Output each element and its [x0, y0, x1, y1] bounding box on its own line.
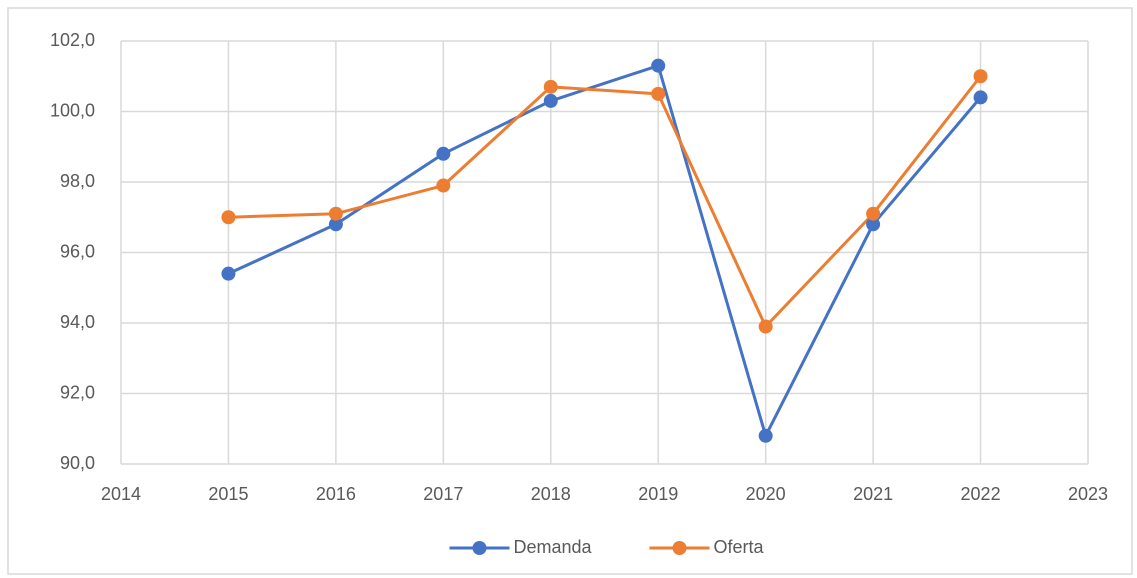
series-line — [227, 64, 982, 438]
x-tick-label: 2014 — [101, 484, 141, 504]
series-marker — [973, 69, 988, 84]
y-tick-label: 96,0 — [60, 241, 95, 261]
x-tick-label: 2017 — [423, 484, 463, 504]
series-marker — [221, 210, 236, 225]
series-marker — [866, 206, 881, 221]
y-tick-label: 98,0 — [60, 171, 95, 191]
x-tick-label: 2020 — [746, 484, 786, 504]
y-tick-label: 90,0 — [60, 453, 95, 473]
series-marker — [543, 79, 558, 94]
x-tick-label: 2015 — [208, 484, 248, 504]
series-marker — [436, 146, 451, 161]
x-tick-label: 2022 — [961, 484, 1001, 504]
series-marker — [543, 93, 558, 108]
legend-marker — [672, 541, 687, 555]
chart-border — [7, 7, 1133, 575]
series-marker — [436, 178, 451, 193]
legend-label: Oferta — [714, 537, 765, 557]
series-marker — [758, 428, 773, 443]
series-marker — [651, 58, 666, 73]
series-marker — [758, 319, 773, 334]
series-marker — [973, 90, 988, 105]
y-tick-label: 100,0 — [50, 100, 95, 120]
series-marker — [866, 217, 881, 232]
x-tick-label: 2019 — [638, 484, 678, 504]
series-marker — [651, 86, 666, 101]
y-tick-label: 94,0 — [60, 312, 95, 332]
series-marker — [221, 266, 236, 281]
x-tick-label: 2018 — [531, 484, 571, 504]
series-marker — [328, 217, 343, 232]
series-line — [228, 75, 982, 329]
x-tick-label: 2016 — [316, 484, 356, 504]
series-marker — [328, 206, 343, 221]
legend-label: Demanda — [514, 537, 593, 557]
legend-marker — [472, 541, 487, 555]
y-tick-label: 92,0 — [60, 382, 95, 402]
y-tick-label: 102,0 — [50, 30, 95, 50]
x-tick-label: 2023 — [1068, 484, 1108, 504]
x-tick-label: 2021 — [853, 484, 893, 504]
